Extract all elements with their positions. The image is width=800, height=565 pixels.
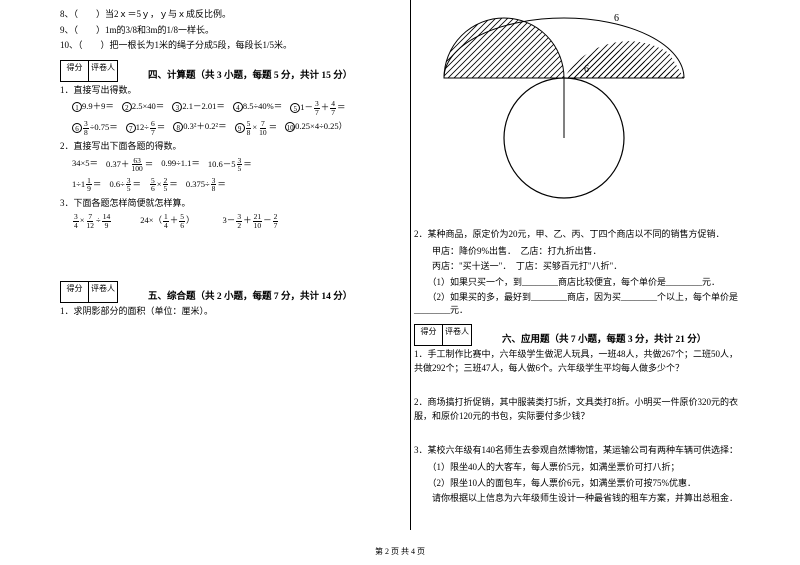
section6-title: 六、应用题（共 7 小题，每题 3 分，共计 21 分） <box>502 331 706 346</box>
left-column: 8、（ ）当2ｘ＝5ｙ，ｙ与ｘ成反比例。 9、（ ）1m的3/8和3m的1/8一… <box>60 8 400 508</box>
expr-7a: 12÷ <box>136 122 149 132</box>
score-box-sec4: 得分 评卷人 四、计算题（共 3 小题，每题 5 分，共计 15 分） <box>60 60 388 82</box>
judge-q8: 8、（ ）当2ｘ＝5ｙ，ｙ与ｘ成反比例。 <box>60 8 388 21</box>
expr-8: 0.3²＋0.2²＝ <box>183 121 226 131</box>
q2r1c: 0.99÷1.1＝ <box>161 157 200 173</box>
sec4-q1: 1．直接写出得数。 <box>60 84 388 98</box>
right-q2d: （2）如果买的多，最好到________商店，因为买________个以上，每个… <box>414 291 740 316</box>
expr-2: 2.5×40＝ <box>132 101 164 111</box>
judge-q10: 10、（ ）把一根长为1米的绳子分成5段，每段长1/5米。 <box>60 39 388 52</box>
right-q2: 2．某种商品，原定价为20元，甲、乙、丙、丁四个商店以不同的销售方促销． <box>414 228 740 242</box>
section5-title: 五、综合题（共 2 小题，每题 7 分，共计 14 分） <box>148 288 352 303</box>
score-box-sec6: 得分 评卷人 六、应用题（共 7 小题，每题 3 分，共计 21 分） <box>414 324 740 346</box>
expr-6: ÷0.75＝ <box>90 122 118 132</box>
sec6-q3a: （1）限坐40人的大客车，每人票价5元，如满坐票价可打八折； <box>414 461 740 474</box>
page-footer: 第 2 页 共 4 页 <box>0 546 800 557</box>
right-q2b: 丙店："买十送一"． 丁店：买够百元打"八折"． <box>414 260 740 273</box>
sec4-row2: 638÷0.75＝ 712÷67＝ 80.3²＋0.2²＝ 958×710＝ 1… <box>72 120 388 136</box>
column-divider <box>410 0 411 530</box>
diagram-label-top: 6 <box>614 13 619 24</box>
right-q2c: （1）如果只买一个，到________商店比较便宜，每个单价是________元… <box>414 276 740 289</box>
sec6-q1: 1．手工制作比赛中，六年级学生做泥人玩具，一班48人，共做267个；二班50人，… <box>414 348 740 375</box>
score-box-sec5: 得分 评卷人 五、综合题（共 2 小题，每题 7 分，共计 14 分） <box>60 281 388 303</box>
sec4-row1: 19.9＋9＝ 22.5×40＝ 32.1－2.01＝ 48.5÷40%＝ 51… <box>72 100 388 116</box>
sec4-q2-row1: 34×5＝ 0.37＋63100＝ 0.99÷1.1＝ 10.6－535＝ <box>72 157 388 173</box>
section4-title: 四、计算题（共 3 小题，每题 5 分，共计 15 分） <box>148 67 352 82</box>
score-label-b: 评卷人 <box>89 61 117 81</box>
expr-1: 9.9＋9＝ <box>82 101 114 111</box>
sec6-q3c: 请你根据以上信息为六年级师生设计一种最省钱的租车方案，并算出总租金． <box>414 492 740 505</box>
expr-10: 0.25×4÷0.25） <box>295 121 347 131</box>
sec4-q2: 2．直接写出下面各题的得数。 <box>60 140 388 154</box>
geometry-diagram: 6 6 <box>434 8 694 208</box>
sec4-q2-row2: 1÷119＝ 0.6÷35＝ 56×25＝ 0.375÷38＝ <box>72 177 388 193</box>
sec6-q3b: （2）限坐10人的面包车，每人票价6元，如满坐票价可按75%优惠． <box>414 477 740 490</box>
right-q2a: 甲店：降价9%出售． 乙店：打九折出售． <box>414 245 740 258</box>
q2r1a: 34×5＝ <box>72 157 98 173</box>
judge-q9: 9、（ ）1m的3/8和3m的1/8一样长。 <box>60 24 388 37</box>
right-column: 6 6 2．某种商品，原定价为20元，甲、乙、丙、丁四个商店以不同的销售方促销．… <box>400 8 740 508</box>
expr-3: 2.1－2.01＝ <box>182 101 225 111</box>
sec4-q3-row: 34×712÷149 24×（14＋56） 3－32＋2110－27 <box>72 213 388 229</box>
sec4-q3: 3．下面各题怎样简便就怎样算。 <box>60 197 388 211</box>
expr-5a: 1－ <box>300 102 313 112</box>
sec5-q1: 1．求阴影部分的面积（单位：厘米）。 <box>60 305 388 319</box>
expr-4: 8.5÷40%＝ <box>243 101 282 111</box>
score-label-a: 得分 <box>61 61 89 81</box>
sec6-q3: 3．某校六年级有140名师生去参观自然博物馆，某运输公司有两种车辆可供选择： <box>414 444 740 458</box>
sec6-q2: 2．商场搞打折促销，其中服装类打5折，文具类打8折。小明买一件原价320元的衣服… <box>414 396 740 423</box>
diagram-label-mid: 6 <box>584 64 589 75</box>
